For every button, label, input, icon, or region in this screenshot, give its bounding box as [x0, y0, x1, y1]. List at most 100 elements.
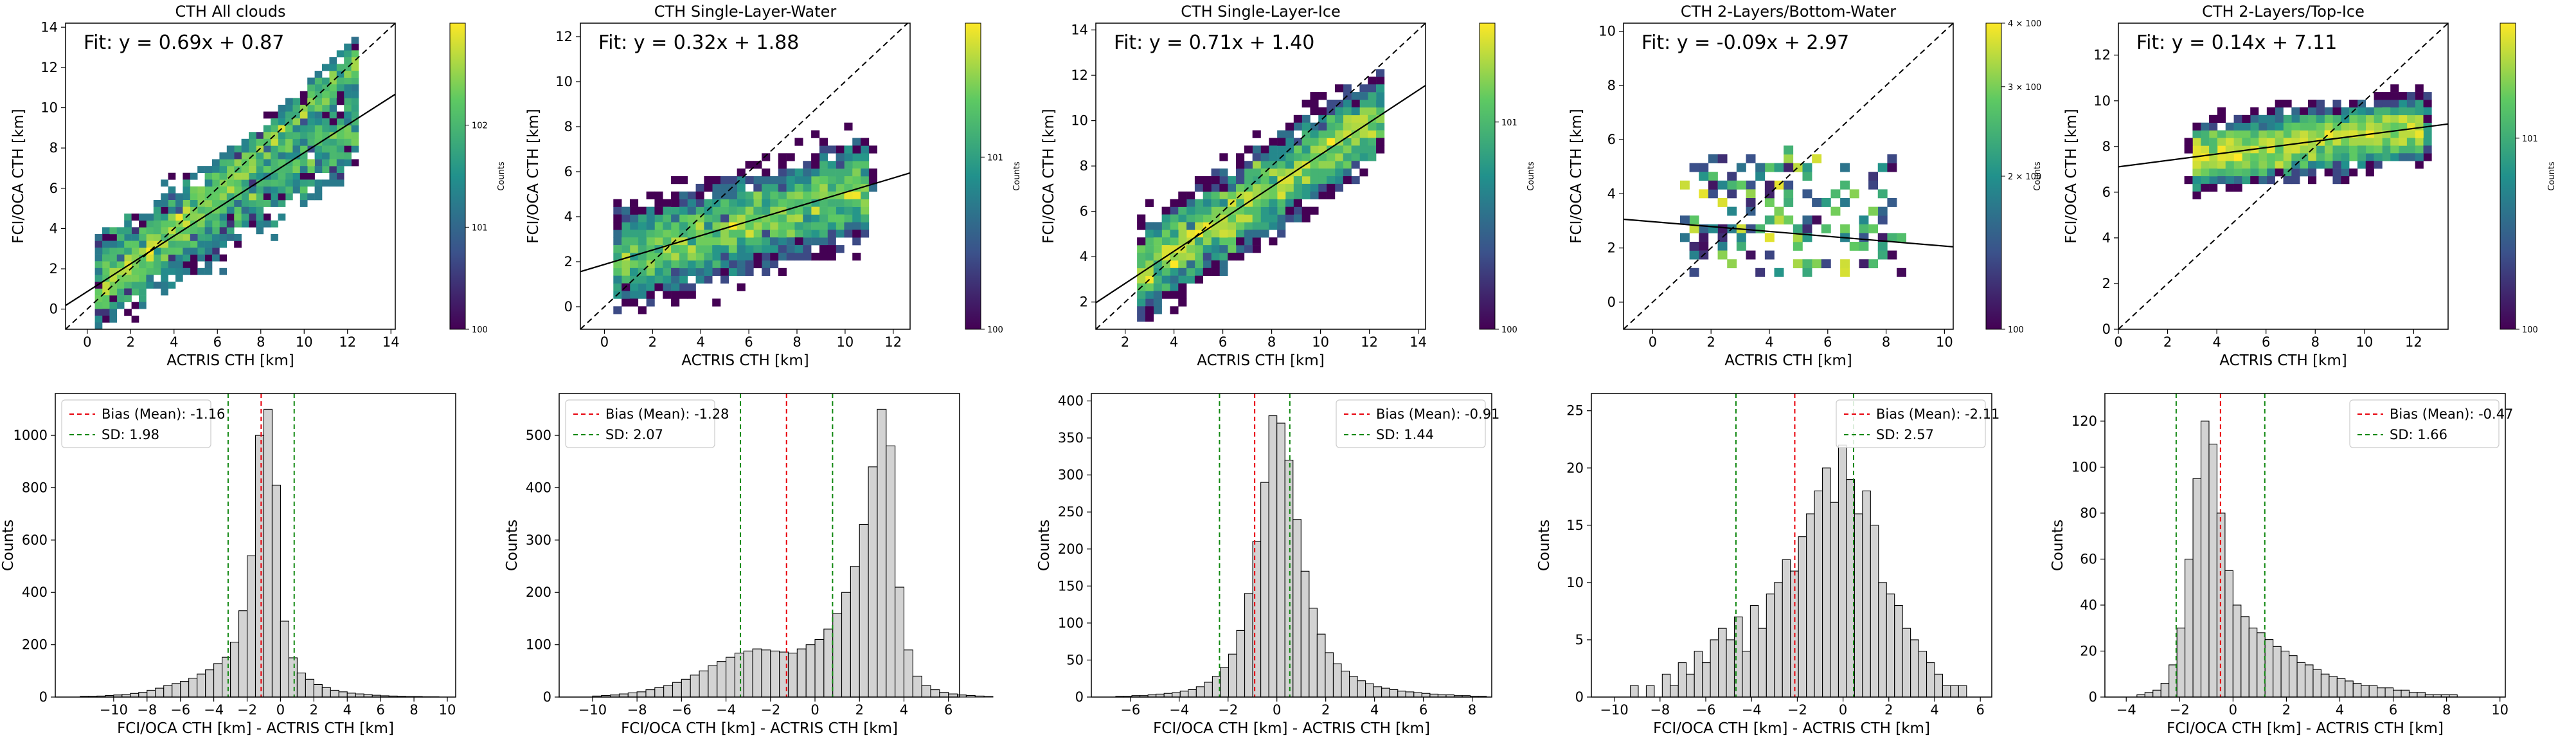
- heatmap-cell: [1269, 191, 1278, 199]
- heatmap-cell: [307, 104, 315, 112]
- heatmap-cell: [1877, 206, 1888, 216]
- histogram-bar: [1950, 685, 1959, 698]
- heatmap-cell: [102, 288, 110, 296]
- histogram-bar: [138, 692, 148, 698]
- heatmap-cell: [263, 145, 271, 153]
- heatmap-cell: [2390, 145, 2399, 154]
- heatmap-cell: [1293, 153, 1302, 161]
- heatmap-cell: [695, 275, 704, 284]
- heatmap-cell: [2201, 176, 2210, 185]
- heatmap-cell: [654, 222, 663, 230]
- heatmap-cell: [852, 222, 861, 230]
- heatmap-cell: [307, 91, 315, 98]
- heatmap-cell: [219, 166, 228, 174]
- heatmap-cell: [131, 213, 139, 221]
- heatmap-cell: [314, 71, 323, 78]
- heatmap-cell: [204, 172, 213, 180]
- heatmap-cell: [629, 237, 639, 246]
- heatmap-cell: [852, 206, 861, 215]
- heatmap-cell: [263, 213, 271, 221]
- histogram-bar: [1902, 628, 1911, 698]
- histogram-bar: [2224, 570, 2233, 698]
- heatmap-cell: [803, 206, 812, 215]
- x-tick-label: −8: [1650, 702, 1670, 718]
- heatmap-cell: [241, 138, 249, 146]
- heatmap-cell: [124, 288, 132, 296]
- heatmap-cell: [285, 152, 293, 159]
- histogram-bar: [1830, 502, 1839, 698]
- heatmap-cell: [778, 199, 787, 207]
- fit-label: Fit: y = 0.69x + 0.87: [84, 32, 284, 54]
- heatmap-cell: [314, 152, 323, 159]
- heatmap-cell: [695, 199, 704, 207]
- heatmap-cell: [344, 145, 352, 153]
- heatmap-cell: [762, 153, 771, 161]
- heatmap-cell: [704, 199, 713, 207]
- heatmap-cell: [2242, 161, 2251, 169]
- heatmap-cell: [2233, 168, 2242, 177]
- heatmap-cell: [1717, 250, 1728, 260]
- heatmap-cell: [827, 145, 836, 154]
- heatmap-cell: [2423, 130, 2432, 138]
- heatmap-cell: [94, 254, 103, 262]
- heatmap-cell: [2275, 122, 2284, 131]
- heatmap-cell: [762, 260, 771, 269]
- heatmap-cell: [146, 261, 154, 269]
- heatmap-cell: [124, 213, 132, 221]
- heatmap-cell: [728, 199, 737, 207]
- heatmap-cell: [292, 98, 301, 105]
- heatmap-cell: [2390, 130, 2399, 138]
- heatmap-cell: [1368, 107, 1377, 116]
- heatmap-cell: [704, 214, 713, 222]
- heatmap-cell: [153, 261, 161, 269]
- heatmap-cell: [190, 233, 198, 241]
- heatmap-cell: [1228, 206, 1237, 215]
- x-tick-label: −2: [760, 702, 780, 718]
- histogram-bar: [1710, 639, 1719, 698]
- x-tick-label: 10: [439, 702, 456, 718]
- heatmap-cell: [1301, 168, 1310, 177]
- heatmap-cell: [314, 125, 323, 132]
- heatmap-cell: [1784, 154, 1794, 163]
- x-tick-label: 6: [1823, 334, 1832, 350]
- heatmap-cell: [1334, 84, 1344, 93]
- heatmap-cell: [271, 186, 278, 194]
- heatmap-cell: [1351, 138, 1360, 146]
- heatmap-cell: [1178, 222, 1187, 230]
- heatmap-cell: [1285, 176, 1294, 185]
- heatmap-cell: [1310, 100, 1319, 108]
- y-tick-label: 2: [564, 254, 573, 269]
- histogram-bar: [2200, 421, 2210, 698]
- colorbar-label: Counts: [2033, 161, 2043, 191]
- heatmap-cell: [794, 253, 803, 261]
- heatmap-cell: [728, 183, 737, 192]
- heatmap-cell: [2365, 107, 2374, 116]
- heatmap-cell: [654, 230, 663, 238]
- heatmap-cell: [2192, 168, 2201, 177]
- heatmap-cell: [322, 84, 330, 92]
- heatmap-cell: [271, 179, 278, 187]
- heatmap-cell: [1260, 199, 1269, 207]
- heatmap-cell: [351, 57, 359, 64]
- heatmap-cell: [638, 222, 647, 230]
- heatmap-cell: [1252, 145, 1261, 154]
- heatmap-cell: [704, 206, 713, 215]
- histogram-bar: [663, 685, 674, 698]
- heatmap-cell: [241, 200, 249, 207]
- heatmap-cell: [852, 237, 861, 246]
- heatmap-cell: [300, 200, 308, 207]
- x-tick-label: 0: [2229, 702, 2237, 718]
- heatmap-cell: [351, 98, 359, 105]
- heatmap-cell: [1318, 138, 1327, 146]
- heatmap-cell: [131, 240, 139, 248]
- heatmap-cell: [109, 261, 118, 269]
- heatmap-cell: [300, 98, 308, 105]
- heatmap-cell: [1327, 168, 1336, 177]
- heatmap-cell: [1236, 253, 1245, 261]
- heatmap-cell: [314, 118, 323, 125]
- heatmap-cell: [1368, 153, 1377, 161]
- heatmap-cell: [2349, 153, 2358, 161]
- heatmap-cell: [1802, 215, 1812, 225]
- heatmap-cell: [329, 145, 337, 153]
- heatmap-cell: [1161, 237, 1170, 246]
